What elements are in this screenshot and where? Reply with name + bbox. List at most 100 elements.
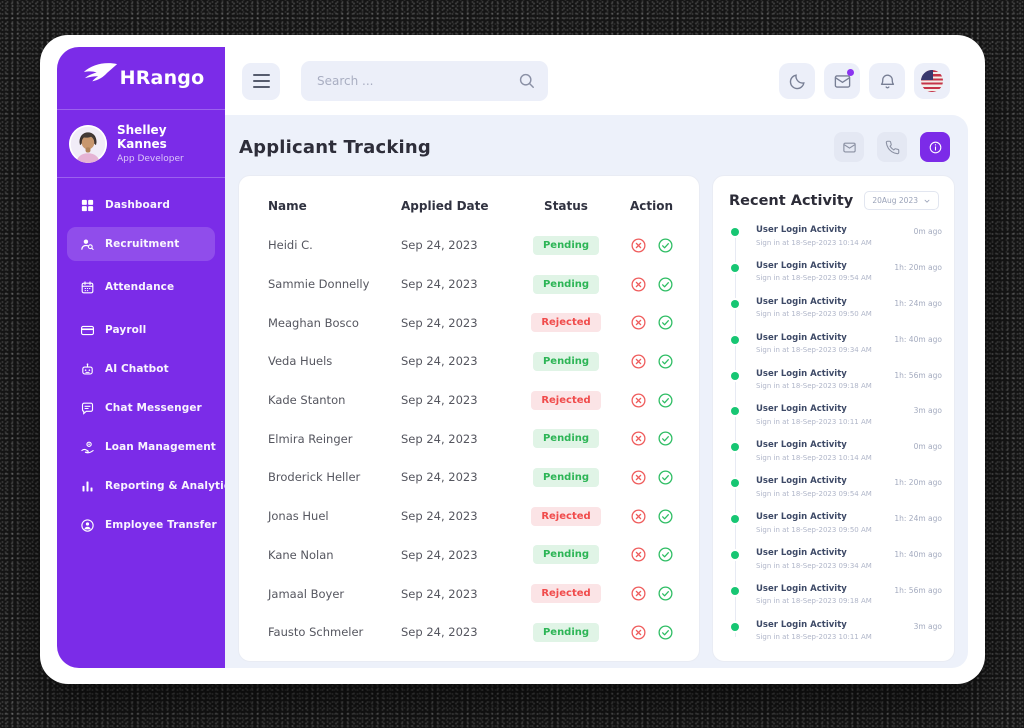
call-button[interactable] [877,132,907,162]
loan-icon [79,439,95,455]
status-dot-icon [731,443,739,452]
reject-button[interactable] [630,546,647,563]
reject-button[interactable] [630,624,647,641]
approve-button[interactable] [657,508,674,525]
app-logo: HRango [57,47,225,109]
activity-date-filter[interactable]: 20Aug 2023 [864,191,939,210]
reject-button[interactable] [630,430,647,447]
applicant-table-card: Name Applied Date Status Action Heidi C.… [238,175,700,662]
table-header-row: Name Applied Date Status Action [239,190,699,222]
reject-button[interactable] [630,392,647,409]
status-dot-icon [731,551,739,560]
menu-toggle-button[interactable] [242,62,280,100]
sidebar-nav: Dashboard Recruitment Attendance Payroll [57,178,236,542]
status-badge: Rejected [531,506,601,526]
approve-button[interactable] [657,237,674,254]
notifications-button[interactable] [869,63,905,99]
activity-item: User Login Activity Sign in at 18-Sep-20… [731,435,942,471]
activity-item: User Login Activity Sign in at 18-Sep-20… [731,256,942,292]
approve-button[interactable] [657,392,674,409]
table-row: Elmira Reinger Sep 24, 2023 Pending [239,419,699,458]
status-badge: Pending [532,622,600,642]
avatar [69,124,107,163]
search-box [301,61,548,101]
applicant-name: Jonas Huel [268,509,329,524]
table-body: Heidi C. Sep 24, 2023 Pending Sammie [239,226,699,652]
app-window: HRango Shelley Kannes App Developer [40,35,985,684]
column-header-status: Status [544,199,588,213]
activity-item-title: User Login Activity [756,440,847,451]
reject-button[interactable] [630,585,647,602]
table-row: Fausto Schmeler Sep 24, 2023 Pending [239,613,699,652]
applied-date: Sep 24, 2023 [401,625,478,640]
sidebar-item-employee-transfer[interactable]: Employee Transfer [67,508,217,542]
sidebar-item-recruitment[interactable]: Recruitment [67,227,215,261]
email-button[interactable] [834,132,864,162]
status-badge: Pending [532,467,600,487]
dark-mode-button[interactable] [779,63,815,99]
logo-text: HRango [119,67,205,89]
approve-button[interactable] [657,276,674,293]
status-badge: Pending [532,545,600,565]
approve-button[interactable] [657,469,674,486]
reject-button[interactable] [630,353,647,370]
sidebar-item-chat-messenger[interactable]: Chat Messenger [67,391,215,425]
search-input[interactable] [301,61,548,101]
applied-date: Sep 24, 2023 [401,277,478,292]
approve-button[interactable] [657,314,674,331]
reject-button[interactable] [630,237,647,254]
activity-item: User Login Activity Sign in at 18-Sep-20… [731,543,942,579]
activity-item-subtitle: Sign in at 18-Sep-2023 10:11 AM [756,417,872,426]
applied-date: Sep 24, 2023 [401,547,478,562]
user-profile[interactable]: Shelley Kannes App Developer [57,110,225,177]
activity-item-subtitle: Sign in at 18-Sep-2023 10:14 AM [756,453,872,462]
activity-item: User Login Activity Sign in at 18-Sep-20… [731,328,942,364]
activity-item: User Login Activity Sign in at 18-Sep-20… [731,615,942,651]
moon-icon [789,73,805,89]
approve-button[interactable] [657,546,674,563]
table-row: Veda Huels Sep 24, 2023 Pending [239,342,699,381]
language-button[interactable] [914,63,950,99]
sidebar-item-dashboard[interactable]: Dashboard [67,188,215,222]
applicant-name: Sammie Donnelly [268,277,370,292]
sidebar-item-loan-management[interactable]: Loan Management [67,430,216,464]
messages-button[interactable] [824,63,860,99]
applicant-name: Meaghan Bosco [268,315,359,330]
robot-icon [79,361,95,377]
activity-list: User Login Activity Sign in at 18-Sep-20… [731,220,942,651]
applied-date: Sep 24, 2023 [401,393,478,408]
approve-button[interactable] [657,430,674,447]
activity-item-subtitle: Sign in at 18-Sep-2023 09:34 AM [756,561,872,570]
activity-item-title: User Login Activity [756,404,847,415]
reject-button[interactable] [630,508,647,525]
reject-button[interactable] [630,469,647,486]
sidebar-item-ai-chatbot[interactable]: AI Chatbot [67,352,215,386]
table-row: Kade Stanton Sep 24, 2023 Rejected [239,381,699,420]
applicant-name: Jamaal Boyer [268,586,345,601]
mail-icon [842,142,856,152]
approve-button[interactable] [657,585,674,602]
status-badge: Rejected [531,313,601,333]
status-dot-icon [731,586,739,595]
reject-button[interactable] [630,276,647,293]
search-icon[interactable] [517,71,536,90]
sidebar-item-attendance[interactable]: Attendance [67,270,215,304]
activity-item-subtitle: Sign in at 18-Sep-2023 09:18 AM [756,597,872,606]
activity-item-time: 1h: 56m ago [894,370,942,380]
activity-item-title: User Login Activity [756,296,847,307]
activity-item-subtitle: Sign in at 18-Sep-2023 09:34 AM [756,346,872,355]
approve-button[interactable] [657,624,674,641]
sidebar-item-payroll[interactable]: Payroll [67,313,215,347]
activity-item-time: 1h: 56m ago [894,585,942,595]
info-button[interactable] [920,132,950,162]
status-badge: Pending [532,235,600,255]
activity-item-title: User Login Activity [756,512,847,523]
reject-button[interactable] [630,314,647,331]
approve-button[interactable] [657,353,674,370]
status-dot-icon [731,515,739,524]
activity-header: Recent Activity 20Aug 2023 [713,176,954,218]
sidebar-item-reporting-analytics[interactable]: Reporting & Analytics [67,469,236,503]
activity-item-subtitle: Sign in at 18-Sep-2023 09:54 AM [756,489,872,498]
applied-date: Sep 24, 2023 [401,470,478,485]
activity-item-subtitle: Sign in at 18-Sep-2023 09:18 AM [756,382,872,391]
